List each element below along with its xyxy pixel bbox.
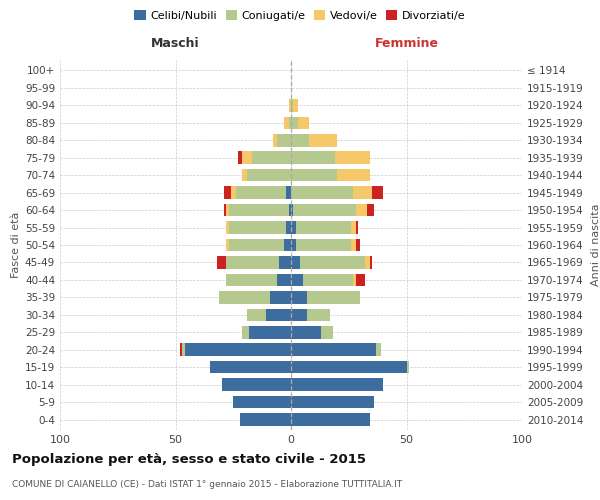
Bar bbox=[289, 99, 291, 112]
Bar bbox=[291, 291, 307, 304]
Bar bbox=[238, 152, 242, 164]
Y-axis label: Anni di nascita: Anni di nascita bbox=[590, 204, 600, 286]
Bar bbox=[367, 204, 374, 216]
Bar bbox=[293, 99, 298, 112]
Bar bbox=[289, 116, 291, 129]
Bar bbox=[351, 222, 356, 234]
Bar bbox=[337, 169, 370, 181]
Bar bbox=[356, 238, 360, 252]
Bar bbox=[226, 274, 277, 286]
Bar bbox=[321, 326, 332, 338]
Bar bbox=[356, 274, 365, 286]
Bar bbox=[229, 222, 286, 234]
Bar bbox=[291, 204, 293, 216]
Bar bbox=[300, 256, 365, 268]
Bar bbox=[280, 256, 291, 268]
Bar bbox=[296, 238, 351, 252]
Bar bbox=[291, 396, 374, 408]
Bar bbox=[307, 291, 360, 304]
Bar bbox=[224, 204, 226, 216]
Bar bbox=[291, 361, 407, 374]
Bar bbox=[291, 116, 298, 129]
Bar bbox=[242, 152, 252, 164]
Bar bbox=[372, 186, 383, 199]
Bar bbox=[353, 186, 372, 199]
Bar bbox=[240, 413, 291, 426]
Bar bbox=[226, 256, 280, 268]
Bar bbox=[226, 222, 229, 234]
Bar bbox=[291, 326, 321, 338]
Bar bbox=[291, 378, 383, 391]
Bar bbox=[293, 204, 356, 216]
Bar bbox=[307, 308, 330, 321]
Bar bbox=[233, 396, 291, 408]
Bar bbox=[270, 291, 291, 304]
Bar bbox=[353, 274, 356, 286]
Bar bbox=[242, 169, 247, 181]
Bar bbox=[291, 186, 353, 199]
Bar bbox=[370, 256, 372, 268]
Bar bbox=[302, 274, 353, 286]
Bar bbox=[335, 152, 370, 164]
Bar bbox=[247, 308, 266, 321]
Text: Maschi: Maschi bbox=[151, 36, 200, 50]
Bar bbox=[284, 238, 291, 252]
Bar bbox=[247, 169, 291, 181]
Bar bbox=[291, 134, 310, 146]
Bar bbox=[289, 204, 291, 216]
Bar bbox=[217, 256, 226, 268]
Text: Femmine: Femmine bbox=[374, 36, 439, 50]
Bar bbox=[284, 116, 289, 129]
Bar bbox=[220, 291, 270, 304]
Bar bbox=[291, 274, 302, 286]
Bar bbox=[356, 222, 358, 234]
Bar bbox=[236, 186, 286, 199]
Bar bbox=[291, 256, 300, 268]
Bar bbox=[226, 238, 229, 252]
Bar bbox=[291, 152, 335, 164]
Bar bbox=[298, 116, 310, 129]
Bar bbox=[351, 238, 356, 252]
Bar bbox=[231, 186, 236, 199]
Bar bbox=[286, 222, 291, 234]
Bar bbox=[291, 238, 296, 252]
Bar bbox=[185, 344, 291, 356]
Bar bbox=[277, 274, 291, 286]
Bar bbox=[407, 361, 409, 374]
Bar bbox=[365, 256, 370, 268]
Bar bbox=[226, 204, 229, 216]
Bar bbox=[224, 186, 231, 199]
Bar bbox=[242, 326, 250, 338]
Bar bbox=[286, 186, 291, 199]
Bar bbox=[291, 222, 296, 234]
Bar bbox=[250, 326, 291, 338]
Text: Popolazione per età, sesso e stato civile - 2015: Popolazione per età, sesso e stato civil… bbox=[12, 452, 366, 466]
Bar bbox=[182, 344, 185, 356]
Bar bbox=[252, 152, 291, 164]
Y-axis label: Fasce di età: Fasce di età bbox=[11, 212, 21, 278]
Bar bbox=[229, 204, 289, 216]
Bar bbox=[210, 361, 291, 374]
Text: COMUNE DI CAIANELLO (CE) - Dati ISTAT 1° gennaio 2015 - Elaborazione TUTTITALIA.: COMUNE DI CAIANELLO (CE) - Dati ISTAT 1°… bbox=[12, 480, 402, 489]
Bar bbox=[291, 169, 337, 181]
Bar bbox=[291, 413, 370, 426]
Bar bbox=[310, 134, 337, 146]
Bar bbox=[296, 222, 351, 234]
Bar bbox=[180, 344, 182, 356]
Bar bbox=[277, 134, 291, 146]
Bar bbox=[291, 308, 307, 321]
Bar bbox=[229, 238, 284, 252]
Bar bbox=[222, 378, 291, 391]
Legend: Celibi/Nubili, Coniugati/e, Vedovi/e, Divorziati/e: Celibi/Nubili, Coniugati/e, Vedovi/e, Di… bbox=[130, 6, 470, 25]
Bar bbox=[291, 344, 376, 356]
Bar bbox=[291, 99, 293, 112]
Bar bbox=[376, 344, 381, 356]
Bar bbox=[272, 134, 277, 146]
Bar bbox=[356, 204, 367, 216]
Bar bbox=[266, 308, 291, 321]
